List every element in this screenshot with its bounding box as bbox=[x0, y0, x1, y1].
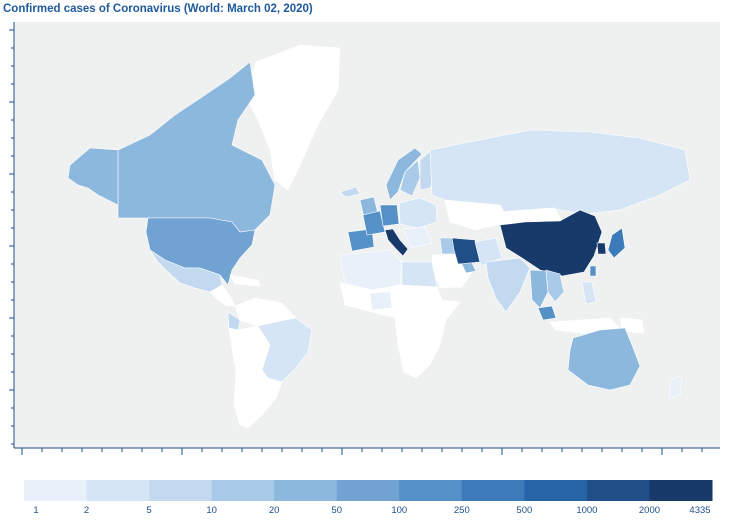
legend-bin bbox=[211, 480, 275, 501]
region-norway: Norway: 25 bbox=[385, 147, 423, 201]
region-alaska: Alaska: 30 bbox=[67, 147, 119, 206]
legend-bin bbox=[399, 480, 463, 501]
legend-tick-label: 500 bbox=[516, 505, 533, 516]
region-new-zealand: New Zealand: 1 bbox=[669, 375, 683, 399]
region-malaysia-singapore: Malaysia/Singapore: 108 bbox=[537, 305, 557, 321]
region-argentina: Argentina bbox=[239, 369, 283, 429]
color-legend bbox=[24, 480, 713, 501]
legend-tick-label: 1000 bbox=[576, 505, 598, 516]
region-italy: Italy: 2036 bbox=[384, 228, 409, 257]
region-sweden: Sweden: 15 bbox=[399, 159, 421, 197]
legend-tick-label: 100 bbox=[391, 505, 408, 516]
region-india: India: 5 bbox=[485, 257, 531, 313]
region-balkans: Balkans: 1 bbox=[402, 226, 433, 249]
region-japan: Japan: 254 bbox=[607, 227, 626, 259]
region-sub-saharan-africa: Sub-Saharan Africa bbox=[339, 282, 461, 379]
region-taiwan-hong-kong: Taiwan/Hong Kong: 100 bbox=[589, 265, 597, 277]
legend-tick-label: 10 bbox=[206, 505, 217, 516]
legend-bin bbox=[586, 480, 650, 501]
legend-bin bbox=[649, 480, 713, 501]
region-nigeria: Nigeria: 1 bbox=[369, 291, 393, 311]
region-china: China: 4335 bbox=[499, 209, 603, 277]
region-iran: Iran: 1501 bbox=[451, 237, 481, 265]
region-australia: Australia: 30 bbox=[567, 327, 641, 391]
region-northwest-africa: Northwest Africa: 1 bbox=[339, 249, 403, 291]
region-france: France: 191 bbox=[362, 210, 386, 236]
legend-bin bbox=[336, 480, 400, 501]
region-philippines: Philippines: 3 bbox=[581, 281, 597, 305]
legend-tick-label: 20 bbox=[268, 505, 280, 516]
region-eastern-europe: Eastern Europe: 3 bbox=[398, 197, 438, 229]
region-afghanistan-pakistan: Afghanistan/Pakistan: 4 bbox=[474, 237, 503, 267]
legend-tick-label: 2 bbox=[83, 505, 90, 516]
legend-bin bbox=[524, 480, 588, 501]
legend-tick-label: 5 bbox=[146, 505, 152, 516]
region-caribbean: Caribbean bbox=[229, 274, 261, 287]
region-papua-new-guinea: Papua New Guinea bbox=[619, 317, 645, 334]
legend-tick-label: 2000 bbox=[638, 505, 661, 516]
legend-tick-label: 1 bbox=[33, 505, 39, 516]
country-regions: GreenlandCanada: 27Alaska: 30United Stat… bbox=[67, 44, 691, 429]
legend-tick-label: 250 bbox=[453, 505, 470, 516]
region-egypt: Egypt: 2 bbox=[401, 261, 438, 288]
region-brazil: Brazil: 2 bbox=[257, 317, 313, 383]
legend-bin bbox=[86, 480, 150, 501]
region-greenland: Greenland bbox=[244, 44, 341, 191]
region-vietnam-cambodia: Vietnam/Cambodia: 16 bbox=[545, 269, 565, 303]
map-title: Confirmed cases of Coronavirus (World: M… bbox=[3, 3, 313, 15]
map-axis-frame bbox=[9, 22, 720, 455]
region-kazakhstan: Kazakhstan bbox=[444, 199, 511, 231]
legend-bin bbox=[274, 480, 338, 501]
legend-tick-label: 50 bbox=[331, 505, 343, 516]
legend-bin bbox=[149, 480, 213, 501]
region-germany: Germany: 150 bbox=[379, 204, 400, 227]
region-south-korea: South Korea: 4335 bbox=[596, 242, 607, 255]
region-thailand: Thailand: 43 bbox=[529, 269, 549, 309]
legend-tick-label: 4335 bbox=[689, 505, 711, 516]
region-iceland: Iceland: 6 bbox=[339, 186, 361, 198]
legend-bin bbox=[461, 480, 525, 501]
legend-bin bbox=[24, 480, 88, 501]
